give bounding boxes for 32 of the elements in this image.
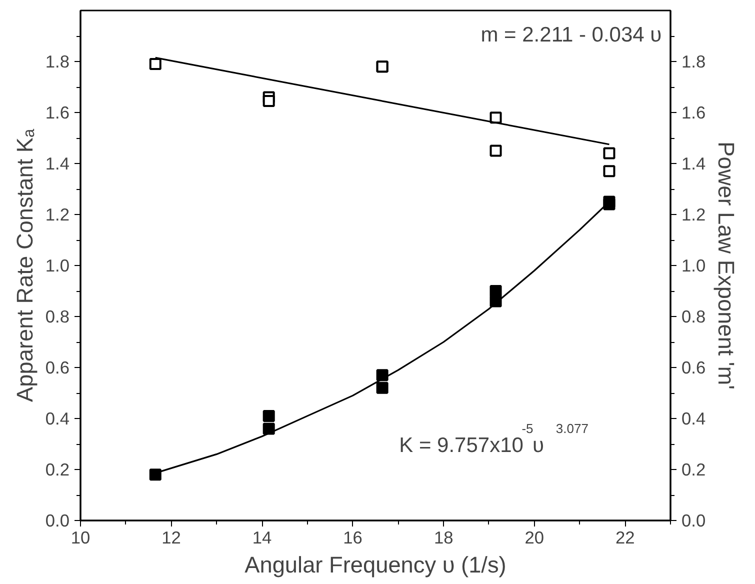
x-tick-label: 18	[434, 528, 454, 548]
y-tick-label: 0.0	[45, 510, 70, 530]
y-tick-label: 1.6	[45, 102, 70, 122]
x-tick-label: 20	[524, 528, 544, 548]
x-axis-title: Angular Frequency υ (1/s)	[244, 552, 506, 578]
y-tick-label: 1.8	[45, 52, 70, 72]
x-tick-label: 16	[343, 528, 362, 548]
y2-tick-label: 1.2	[682, 204, 706, 224]
y2-axis-title: Power Law Exponent 'm'	[714, 142, 740, 390]
y-tick-label: 1.2	[45, 204, 70, 224]
y-tick-label: 0.8	[45, 306, 70, 326]
y-tick-label: 0.6	[45, 358, 70, 378]
y-tick-label: 1.4	[45, 154, 70, 174]
x-tick-label: 10	[70, 528, 90, 548]
y2-tick-label: 0.6	[682, 358, 706, 378]
y2-tick-label: 0.0	[682, 510, 706, 530]
y-tick-label: 1.0	[45, 256, 70, 276]
y-axis-title: Apparent Rate Constant Kₐ	[11, 128, 38, 402]
y2-tick-label: 0.8	[682, 306, 706, 326]
y-tick-label: 0.2	[45, 460, 70, 480]
y-tick-label: 0.4	[45, 408, 70, 428]
y2-tick-label: 1.0	[682, 256, 706, 276]
annotation: K = 9.757x10-5 υ 3.077	[399, 420, 588, 457]
x-tick-label: 14	[252, 528, 272, 548]
y2-tick-label: 0.4	[682, 408, 706, 428]
annotation: m = 2.211 - 0.034 υ	[480, 23, 662, 46]
y2-tick-label: 1.8	[682, 52, 706, 72]
y2-tick-label: 0.2	[682, 460, 706, 480]
x-tick-label: 12	[162, 528, 181, 548]
y2-tick-label: 1.4	[682, 154, 706, 174]
x-tick-label: 22	[615, 528, 635, 548]
y2-tick-label: 1.6	[682, 102, 706, 122]
